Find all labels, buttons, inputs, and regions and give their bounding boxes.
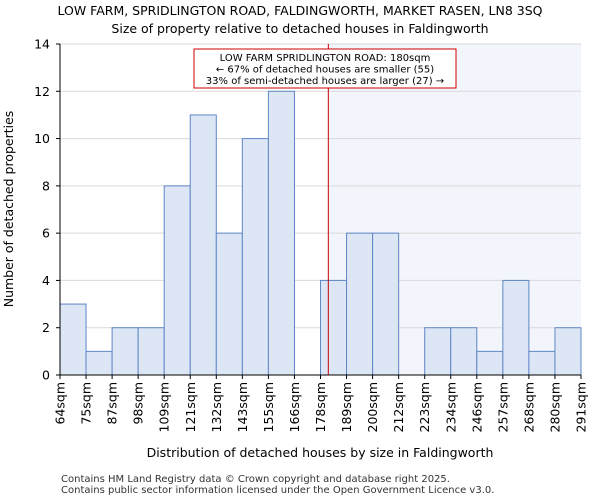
y-tick-label: 14 (34, 37, 50, 52)
histogram-bar (346, 232, 374, 376)
x-tick-label: 75sqm (79, 382, 94, 425)
histogram-bar (528, 350, 556, 376)
x-tick-label: 64sqm (53, 382, 68, 425)
x-tick-label: 212sqm (391, 382, 406, 432)
annotation-line: LOW FARM SPRIDLINGTON ROAD: 180sqm (220, 53, 431, 64)
y-tick-label: 8 (42, 178, 50, 193)
x-tick-label: 189sqm (339, 382, 354, 432)
histogram-bar (476, 350, 504, 376)
x-tick-label: 87sqm (105, 382, 120, 425)
y-tick-label: 12 (34, 84, 50, 99)
x-tick-label: 166sqm (287, 382, 302, 432)
x-tick-label: 257sqm (495, 382, 510, 432)
histogram-bar (215, 232, 243, 376)
histogram-bar (554, 327, 582, 376)
x-tick-label: 200sqm (365, 382, 380, 432)
annotation-box (193, 48, 457, 89)
footer-copyright: Contains HM Land Registry data © Crown c… (61, 474, 450, 485)
x-tick-label: 178sqm (313, 382, 328, 432)
x-axis-title: Distribution of detached houses by size … (147, 445, 494, 460)
x-tick-label: 291sqm (574, 382, 589, 432)
x-tick-label: 132sqm (209, 382, 224, 432)
x-tick-label: 98sqm (131, 382, 146, 425)
histogram-bar (502, 279, 530, 376)
x-tick-label: 246sqm (469, 382, 484, 432)
x-tick-label: 234sqm (443, 382, 458, 432)
y-tick-label: 2 (42, 320, 50, 335)
histogram-bar (59, 303, 87, 376)
y-tick-label: 6 (42, 226, 50, 241)
x-tick-label: 109sqm (157, 382, 172, 432)
chart-subtitle: Size of property relative to detached ho… (111, 21, 489, 36)
histogram-bar (320, 279, 348, 376)
footer-licence: Contains public sector information licen… (61, 485, 495, 496)
histogram-bar (241, 138, 269, 376)
histogram-bar (163, 185, 191, 376)
x-tick-label: 280sqm (547, 382, 562, 432)
y-axis-title: Number of detached properties (1, 111, 16, 308)
histogram-bar (85, 350, 113, 376)
histogram-bar (137, 327, 165, 376)
histogram-bar (111, 327, 139, 376)
y-tick-label: 10 (34, 131, 50, 146)
x-tick-label: 268sqm (521, 382, 536, 432)
histogram-bar (450, 327, 478, 376)
histogram-bar (372, 232, 400, 376)
chart-title: LOW FARM, SPRIDLINGTON ROAD, FALDINGWORT… (57, 3, 543, 18)
x-tick-label: 143sqm (235, 382, 250, 432)
x-tick-label: 223sqm (417, 382, 432, 432)
x-tick-label: 121sqm (183, 382, 198, 432)
histogram-bar (267, 90, 295, 376)
y-tick-label: 0 (42, 368, 50, 383)
annotation-line: 33% of semi-detached houses are larger (… (206, 76, 444, 87)
histogram-bar (189, 114, 217, 376)
x-tick-label: 155sqm (261, 382, 276, 432)
annotation-line: ← 67% of detached houses are smaller (55… (216, 65, 434, 76)
histogram-bar (424, 327, 452, 376)
y-tick-label: 4 (42, 273, 50, 288)
